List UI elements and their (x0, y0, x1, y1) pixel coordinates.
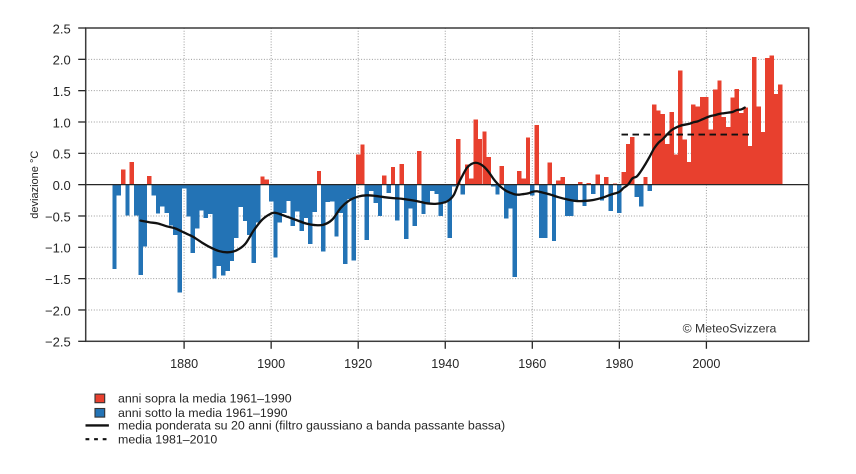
svg-text:1980: 1980 (605, 357, 633, 371)
svg-text:1940: 1940 (431, 357, 459, 371)
svg-text:−2.0: −2.0 (45, 303, 71, 318)
svg-text:1880: 1880 (170, 357, 198, 371)
svg-text:−0.5: −0.5 (45, 209, 71, 224)
svg-text:1920: 1920 (344, 357, 372, 371)
svg-text:2.5: 2.5 (53, 21, 71, 36)
svg-text:© MeteoSvizzera: © MeteoSvizzera (683, 322, 777, 336)
svg-text:0.5: 0.5 (53, 147, 71, 162)
svg-text:−1.5: −1.5 (45, 272, 71, 287)
svg-text:2000: 2000 (692, 357, 720, 371)
svg-text:anni sopra la media 1961–1990: anni sopra la media 1961–1990 (118, 392, 292, 406)
svg-text:1900: 1900 (257, 357, 285, 371)
svg-text:anni sotto la media 1961–1990: anni sotto la media 1961–1990 (118, 406, 288, 420)
svg-text:1.5: 1.5 (53, 84, 71, 99)
svg-text:media 1981–2010: media 1981–2010 (118, 433, 217, 447)
svg-text:1.0: 1.0 (53, 115, 71, 130)
svg-text:−2.5: −2.5 (45, 335, 71, 350)
svg-text:deviazione °C: deviazione °C (29, 151, 41, 219)
svg-text:2.0: 2.0 (53, 53, 71, 68)
svg-text:0.0: 0.0 (53, 178, 71, 193)
svg-text:−1.0: −1.0 (45, 241, 71, 256)
svg-text:media ponderata su 20 anni (fi: media ponderata su 20 anni (filtro gauss… (118, 419, 505, 433)
svg-text:1960: 1960 (518, 357, 546, 371)
